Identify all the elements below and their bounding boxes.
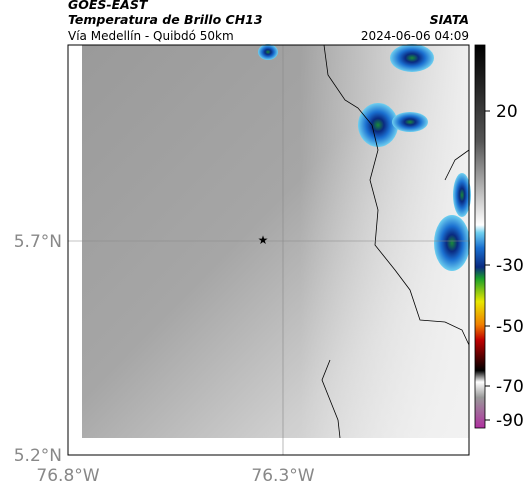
lat-label: 5.7°N [14,232,62,252]
satellite: GOES-EAST [68,0,149,12]
colorbar-ticks: 20 -30 -50 -70 -90 [485,102,524,431]
colorbar-tick-label: -70 [496,377,524,397]
colorbar [474,44,486,429]
datetime: 2024-06-06 04:09 [361,29,469,43]
colorbar-tick-label: -90 [496,411,524,431]
colorbar-tick-label: -50 [496,317,524,337]
colorbar-tick-label: -30 [496,256,524,276]
map: ★ [67,44,471,456]
source: SIATA [430,12,469,27]
lat-label: 5.2°N [14,446,62,466]
lon-label: 76.3°W [251,466,314,486]
route: Vía Medellín - Quibdó 50km [68,29,234,43]
colorbar-tick-label: 20 [496,102,518,122]
svg-text:★: ★ [258,233,269,247]
product: Temperatura de Brillo CH13 [68,12,263,27]
lon-label: 76.8°W [36,466,99,486]
